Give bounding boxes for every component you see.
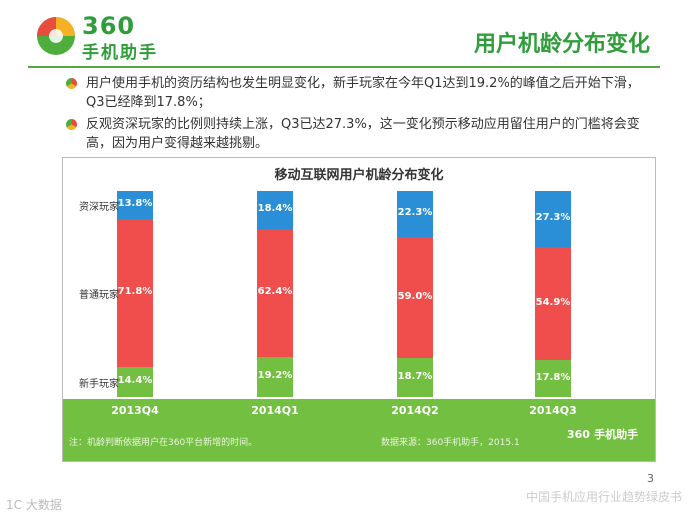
bar-value-label: 17.8% (535, 371, 571, 383)
bar-segment: 13.8% (117, 191, 153, 220)
bullet-icon (66, 119, 77, 130)
logo: 360 手机助手 (36, 10, 186, 63)
bar-value-label: 62.4% (257, 286, 293, 298)
bullet-text: 用户使用手机的资历结构也发生明显变化，新手玩家在今年Q1达到19.2%的峰值之后… (86, 76, 640, 110)
footer-text: 中国手机应用行业趋势绿皮书 (525, 490, 682, 504)
watermark: 1C 大数据 (6, 496, 62, 513)
bar-value-label: 27.3% (535, 212, 571, 224)
category-label: 2014Q3 (529, 404, 577, 417)
bar-value-label: 22.3% (397, 206, 433, 218)
bar-segment: 54.9% (535, 247, 571, 361)
series-label: 新手玩家 (79, 379, 119, 391)
chart-source: 数据来源：360手机助手，2015.1 (381, 438, 520, 448)
bullet-item: 反观资深玩家的比例则持续上涨，Q3已达27.3%，这一变化预示移动应用留住用户的… (66, 115, 656, 153)
header: 360 手机助手 用户机龄分布变化 (0, 0, 690, 70)
watermark-prefix: 1C (6, 498, 23, 512)
bar-segment: 18.4% (257, 191, 293, 229)
band-logo-number: 360 (567, 428, 590, 441)
page-number: 3 (647, 472, 654, 485)
bar-segment: 17.8% (535, 360, 571, 397)
bar-value-label: 18.7% (397, 370, 433, 382)
band-logo-name: 手机助手 (594, 428, 639, 441)
logo-ball-icon (37, 17, 75, 55)
bar-segment: 14.4% (117, 367, 153, 397)
series-label: 普通玩家 (79, 290, 119, 302)
bar-value-label: 71.8% (117, 286, 153, 298)
bar-value-label: 59.0% (397, 290, 433, 302)
category-label: 2013Q4 (111, 404, 159, 417)
series-label: 资深玩家 (79, 202, 119, 214)
bar-value-label: 54.9% (535, 296, 571, 308)
logo-number: 360 (82, 12, 136, 40)
header-divider (28, 66, 660, 68)
stacked-bar-chart: 移动互联网用户机龄分布变化 注：机龄判断依据用户在360平台新增的时间。 数据来… (62, 157, 656, 462)
watermark-text: 大数据 (25, 498, 62, 512)
bar-value-label: 14.4% (117, 375, 153, 387)
bar-segment: 22.3% (397, 191, 433, 237)
bar-segment: 71.8% (117, 219, 153, 368)
chart-note: 注：机龄判断依据用户在360平台新增的时间。 (69, 438, 258, 448)
chart-band-logo: 360 手机助手 (567, 426, 638, 442)
bar-segment: 18.7% (397, 358, 433, 397)
bullet-list: 用户使用手机的资历结构也发生明显变化，新手玩家在今年Q1达到19.2%的峰值之后… (66, 74, 656, 156)
category-label: 2014Q1 (251, 404, 299, 417)
bar-value-label: 18.4% (257, 202, 293, 214)
category-axis-band (63, 399, 655, 461)
logo-name: 手机助手 (82, 43, 158, 63)
bar-segment: 62.4% (257, 228, 293, 358)
page-title: 用户机龄分布变化 (473, 32, 650, 57)
bullet-icon (66, 78, 77, 89)
bar-segment: 59.0% (397, 236, 433, 359)
category-label: 2014Q2 (391, 404, 439, 417)
bar-segment: 27.3% (535, 191, 571, 248)
bullet-text: 反观资深玩家的比例则持续上涨，Q3已达27.3%，这一变化预示移动应用留住用户的… (86, 117, 640, 151)
bar-value-label: 13.8% (117, 198, 153, 210)
bar-value-label: 19.2% (257, 370, 293, 382)
bar-segment: 19.2% (257, 357, 293, 397)
bullet-item: 用户使用手机的资历结构也发生明显变化，新手玩家在今年Q1达到19.2%的峰值之后… (66, 74, 656, 112)
chart-title: 移动互联网用户机龄分布变化 (274, 168, 444, 183)
